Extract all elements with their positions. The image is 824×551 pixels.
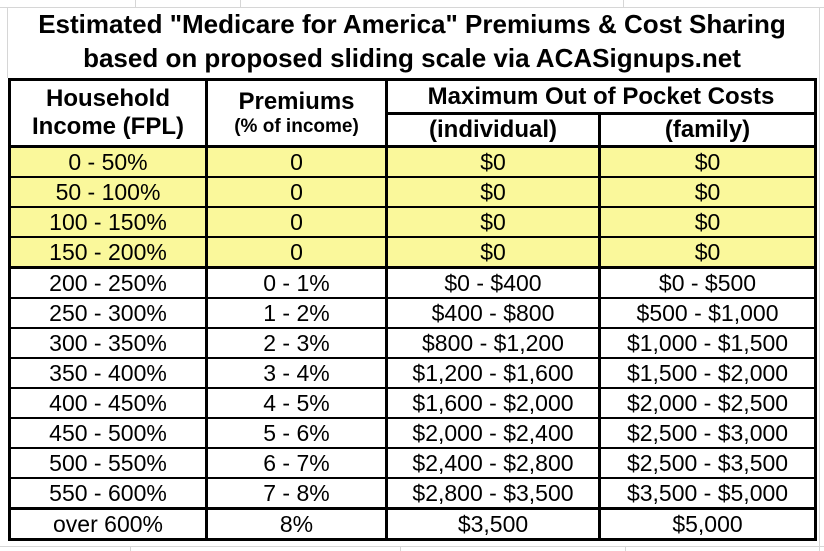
table-row: 200 - 250% 0 - 1% $0 - $400 $0 - $500 bbox=[8, 266, 818, 299]
premium-cell: 7 - 8% bbox=[205, 477, 388, 510]
spreadsheet-gridline bbox=[623, 0, 624, 7]
table-row: 250 - 300% 1 - 2% $400 - $800 $500 - $1,000 bbox=[8, 297, 818, 329]
table-row: 100 - 150% 0 $0 $0 bbox=[8, 206, 818, 238]
header-oop-individual: (individual) bbox=[385, 112, 601, 148]
premium-cell: 8% bbox=[205, 507, 388, 541]
oop-family-cell: $1,500 - $2,000 bbox=[597, 357, 818, 389]
premium-cell: 0 bbox=[205, 145, 388, 178]
premium-cell: 0 bbox=[205, 206, 388, 238]
oop-individual-cell: $0 bbox=[385, 206, 601, 238]
income-cell: 400 - 450% bbox=[8, 387, 208, 419]
oop-individual-cell: $3,500 bbox=[385, 507, 601, 541]
table-row: 350 - 400% 3 - 4% $1,200 - $1,600 $1,500 - … bbox=[8, 357, 818, 389]
income-cell: 500 - 550% bbox=[8, 447, 208, 479]
spreadsheet-gridline bbox=[130, 546, 131, 551]
header-row-sub: (individual) (family) bbox=[10, 112, 818, 148]
oop-individual-cell: $800 - $1,200 bbox=[385, 327, 601, 359]
spreadsheet-gridline bbox=[240, 0, 241, 7]
spreadsheet-gridline bbox=[400, 546, 401, 551]
oop-individual-cell: $0 - $400 bbox=[385, 266, 601, 299]
oop-individual-cell: $400 - $800 bbox=[385, 297, 601, 329]
income-cell: 550 - 600% bbox=[8, 477, 208, 510]
premium-cell: 0 - 1% bbox=[205, 266, 388, 299]
table-row: over 600% 8% $3,500 $5,000 bbox=[8, 507, 818, 541]
oop-individual-cell: $0 bbox=[385, 236, 601, 269]
header-oop-group: Maximum Out of Pocket Costs bbox=[384, 78, 818, 115]
premium-cell: 0 bbox=[205, 176, 388, 208]
spreadsheet-gridline bbox=[135, 0, 136, 7]
header-premiums-line2: (% of income) bbox=[234, 115, 359, 137]
income-cell: 150 - 200% bbox=[8, 236, 208, 269]
spreadsheet-gridline bbox=[7, 7, 8, 78]
income-cell: 0 - 50% bbox=[8, 145, 208, 178]
header-household-income-line1: Household bbox=[46, 85, 170, 113]
table-row: 300 - 350% 2 - 3% $800 - $1,200 $1,000 - $1… bbox=[8, 327, 818, 359]
income-cell: 50 - 100% bbox=[8, 176, 208, 208]
income-cell: 250 - 300% bbox=[8, 297, 208, 329]
spreadsheet-gridline bbox=[0, 7, 824, 8]
spreadsheet-gridline bbox=[625, 546, 626, 551]
oop-individual-cell: $2,000 - $2,400 bbox=[385, 417, 601, 449]
table-title-line1: Estimated "Medicare for America" Premium… bbox=[38, 9, 786, 39]
oop-family-cell: $1,000 - $1,500 bbox=[597, 327, 818, 359]
premium-cell: 4 - 5% bbox=[205, 387, 388, 419]
oop-family-cell: $2,500 - $3,500 bbox=[597, 447, 818, 479]
oop-individual-cell: $1,600 - $2,000 bbox=[385, 387, 601, 419]
header-premiums-line1: Premiums bbox=[238, 88, 355, 116]
spreadsheet-gridline bbox=[819, 7, 820, 551]
oop-individual-cell: $1,200 - $1,600 bbox=[385, 357, 601, 389]
table-row: 150 - 200% 0 $0 $0 bbox=[8, 236, 818, 269]
table-row: 500 - 550% 6 - 7% $2,400 - $2,800 $2,500 - … bbox=[8, 447, 818, 479]
premium-cell: 2 - 3% bbox=[205, 327, 388, 359]
income-cell: 300 - 350% bbox=[8, 327, 208, 359]
income-cell: 200 - 250% bbox=[8, 266, 208, 299]
premium-cell: 0 bbox=[205, 236, 388, 269]
oop-family-cell: $3,500 - $5,000 bbox=[597, 477, 818, 510]
income-cell: 350 - 400% bbox=[8, 357, 208, 389]
oop-family-cell: $0 bbox=[597, 145, 818, 178]
premium-cell: 1 - 2% bbox=[205, 297, 388, 329]
premiums-cost-sharing-table: Household Income (FPL) Premiums (% of in… bbox=[8, 78, 818, 541]
oop-family-cell: $2,500 - $3,000 bbox=[597, 417, 818, 449]
premium-cell: 5 - 6% bbox=[205, 417, 388, 449]
oop-family-cell: $5,000 bbox=[597, 507, 818, 541]
table-title-line2: based on proposed sliding scale via ACAS… bbox=[83, 43, 741, 73]
oop-family-cell: $0 bbox=[597, 176, 818, 208]
table-row: 0 - 50% 0 $0 $0 bbox=[8, 145, 818, 178]
header-household-income-line2: Income (FPL) bbox=[31, 113, 184, 140]
oop-family-cell: $0 - $500 bbox=[597, 266, 818, 299]
table-row: 550 - 600% 7 - 8% $2,800 - $3,500 $3,500 - … bbox=[8, 477, 818, 510]
header-row-top: Household Income (FPL) Premiums (% of in… bbox=[8, 78, 818, 148]
oop-individual-cell: $2,800 - $3,500 bbox=[385, 477, 601, 510]
oop-family-cell: $0 bbox=[597, 236, 818, 269]
header-oop-family: (family) bbox=[597, 112, 818, 148]
oop-individual-cell: $0 bbox=[385, 176, 601, 208]
oop-family-cell: $0 bbox=[597, 206, 818, 238]
table-row: 450 - 500% 5 - 6% $2,000 - $2,400 $2,500 - … bbox=[8, 417, 818, 449]
income-cell: over 600% bbox=[8, 507, 208, 541]
table-row: 50 - 100% 0 $0 $0 bbox=[8, 176, 818, 208]
header-premiums: Premiums (% of income) bbox=[205, 78, 388, 148]
oop-individual-cell: $2,400 - $2,800 bbox=[385, 447, 601, 479]
income-cell: 450 - 500% bbox=[8, 417, 208, 449]
oop-individual-cell: $0 bbox=[385, 145, 601, 178]
spreadsheet-gridline bbox=[0, 546, 824, 547]
oop-family-cell: $500 - $1,000 bbox=[597, 297, 818, 329]
income-cell: 100 - 150% bbox=[8, 206, 208, 238]
table-row: 400 - 450% 4 - 5% $1,600 - $2,000 $2,000 - … bbox=[8, 387, 818, 419]
header-household-income: Household Income (FPL) bbox=[8, 78, 208, 148]
premium-cell: 6 - 7% bbox=[205, 447, 388, 479]
premium-cell: 3 - 4% bbox=[205, 357, 388, 389]
oop-family-cell: $2,000 - $2,500 bbox=[597, 387, 818, 419]
